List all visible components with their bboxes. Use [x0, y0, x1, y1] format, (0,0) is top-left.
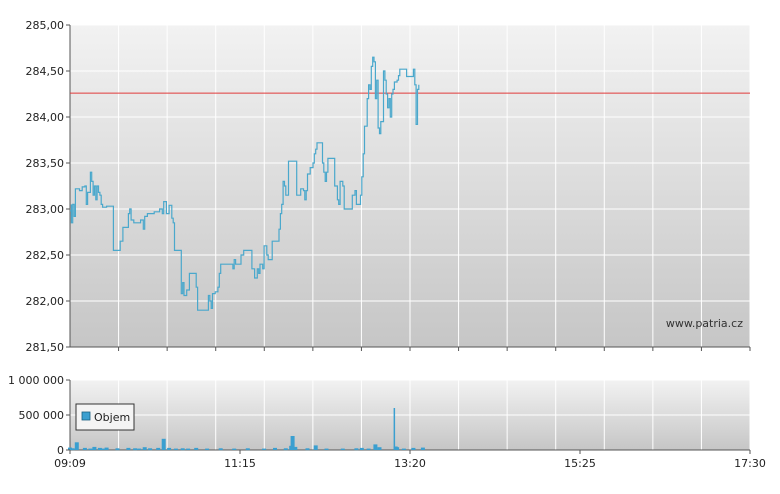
volume-bar: [148, 448, 153, 451]
volume-bar: [88, 448, 93, 450]
volume-bar: [92, 446, 97, 450]
volume-bar: [186, 448, 191, 450]
volume-bar: [104, 447, 109, 450]
volume-bar: [373, 444, 378, 450]
volume-bar: [205, 448, 210, 450]
price-series-line: [70, 56, 420, 311]
price-y-tick-label: 282,00: [26, 295, 65, 308]
volume-bar: [420, 447, 425, 450]
volume-bar: [74, 442, 79, 450]
volume-bar: [126, 447, 131, 450]
volume-bar: [245, 448, 250, 451]
volume-bar: [262, 448, 267, 450]
volume-bar: [324, 448, 329, 450]
volume-bar: [97, 447, 102, 450]
volume-y-tick-label: 500 000: [19, 409, 65, 422]
volume-bar: [273, 447, 277, 450]
volume-bar: [137, 448, 142, 450]
price-y-tick-label: 283,50: [26, 157, 65, 170]
volume-bar: [100, 448, 105, 450]
volume-bar: [142, 447, 147, 450]
volume-bar: [377, 447, 382, 450]
volume-bar: [313, 445, 318, 450]
volume-bar: [133, 448, 138, 451]
price-x-tick-marks: [118, 347, 751, 351]
volume-bar: [70, 448, 75, 451]
x-tick-label: 13:20: [394, 457, 426, 470]
volume-bar: [395, 447, 400, 450]
x-tick-label: 09:09: [54, 457, 86, 470]
volume-bar: [68, 447, 72, 450]
legend-label: Objem: [94, 411, 130, 424]
price-y-ticks: 285,00 284,50 284,00 283,50 283,00 282,50 282,…: [26, 19, 70, 354]
volume-y-tick-label: 1 000 000: [8, 374, 64, 387]
x-tick-label: 11:15: [224, 457, 256, 470]
volume-bar: [82, 447, 87, 450]
volume-bar: [293, 446, 298, 450]
price-y-tick-label: 281,50: [26, 341, 65, 354]
price-y-tick-label: 282,50: [26, 249, 65, 262]
x-tick-label: 17:30: [734, 457, 766, 470]
price-y-tick-label: 285,00: [26, 19, 65, 32]
volume-bar: [161, 438, 166, 450]
price-y-tick-label: 283,00: [26, 203, 65, 216]
volume-bar: [411, 447, 416, 450]
volume-bar: [393, 408, 396, 450]
volume-panel: 1 000 000 500 000 0 09:09 11:15 13:20 15:25 17…: [8, 374, 766, 470]
volume-bar: [167, 447, 172, 450]
volume-bar: [115, 448, 120, 451]
volume-y-tick-label: 0: [57, 444, 64, 457]
volume-legend: Objem: [75, 403, 135, 431]
volume-bar: [283, 448, 288, 451]
volume-bar: [173, 448, 178, 450]
volume-bar: [180, 448, 185, 451]
volume-bar: [340, 448, 345, 450]
legend-swatch: [81, 411, 91, 421]
volume-bar: [232, 448, 237, 450]
volume-bar: [218, 448, 223, 451]
x-tick-label: 15:25: [564, 457, 596, 470]
price-y-tick-label: 284,50: [26, 65, 65, 78]
price-y-tick-label: 284,00: [26, 111, 65, 124]
volume-bar: [290, 436, 295, 450]
volume-x-ticks: 09:09 11:15 13:20 15:25 17:30: [54, 450, 766, 470]
price-panel: 285,00 284,50 284,00 283,50 283,00 282,50 282,…: [26, 19, 751, 354]
volume-y-ticks: 1 000 000 500 000 0: [8, 374, 70, 457]
volume-bar: [305, 448, 310, 451]
volume-bar: [366, 448, 371, 450]
volume-bar: [401, 448, 406, 450]
volume-bar: [359, 447, 364, 450]
watermark: www.patria.cz: [666, 317, 743, 330]
volume-bar: [194, 447, 199, 450]
volume-bar: [354, 448, 359, 451]
volume-bar: [156, 447, 161, 450]
volume-bars: [68, 408, 425, 451]
